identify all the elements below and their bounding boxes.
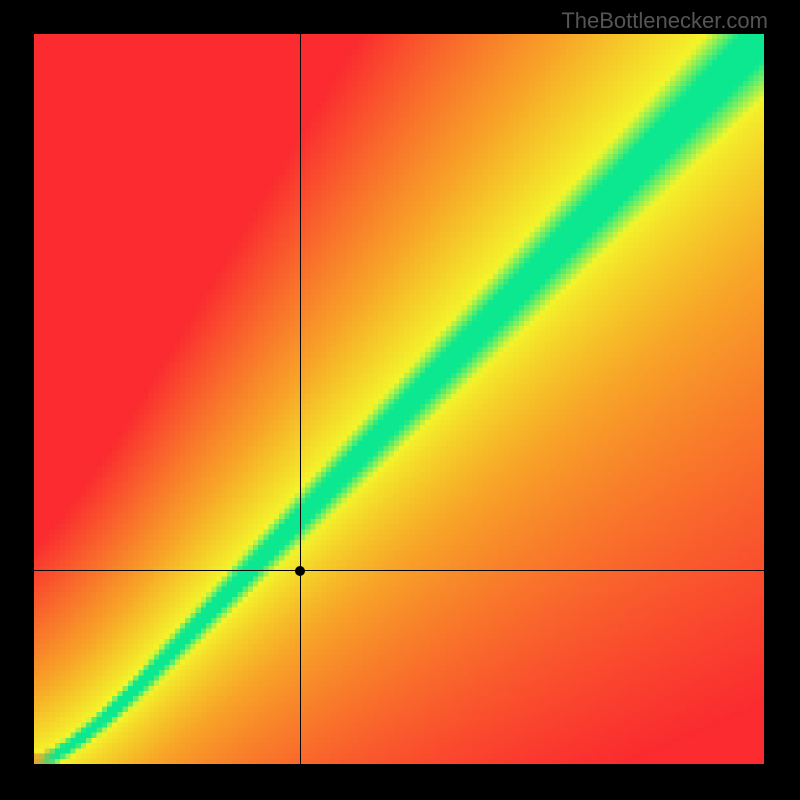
crosshair-vertical xyxy=(300,34,301,764)
crosshair-marker xyxy=(295,566,305,576)
watermark-text: TheBottlenecker.com xyxy=(561,8,768,34)
heatmap-plot xyxy=(34,34,764,764)
chart-container: TheBottlenecker.com xyxy=(0,0,800,800)
heatmap-canvas xyxy=(34,34,764,764)
crosshair-horizontal xyxy=(34,570,764,571)
